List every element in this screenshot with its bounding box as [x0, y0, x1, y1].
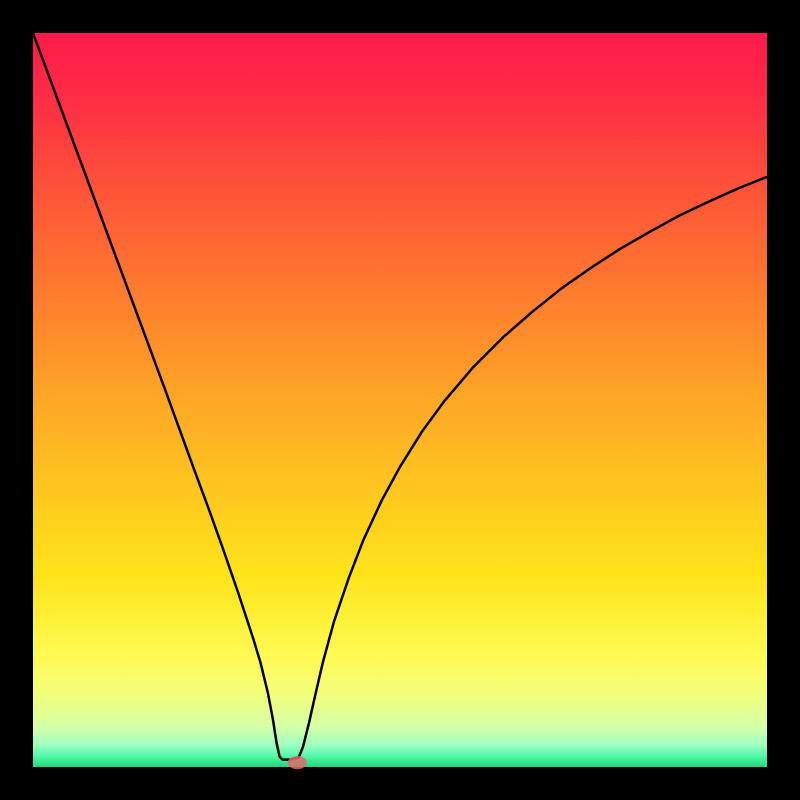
- plot-background-gradient: [33, 33, 767, 767]
- bottleneck-curve-chart: [0, 0, 800, 800]
- chart-frame: TheBottleneck.com: [0, 0, 800, 800]
- optimal-point-marker: [288, 756, 307, 769]
